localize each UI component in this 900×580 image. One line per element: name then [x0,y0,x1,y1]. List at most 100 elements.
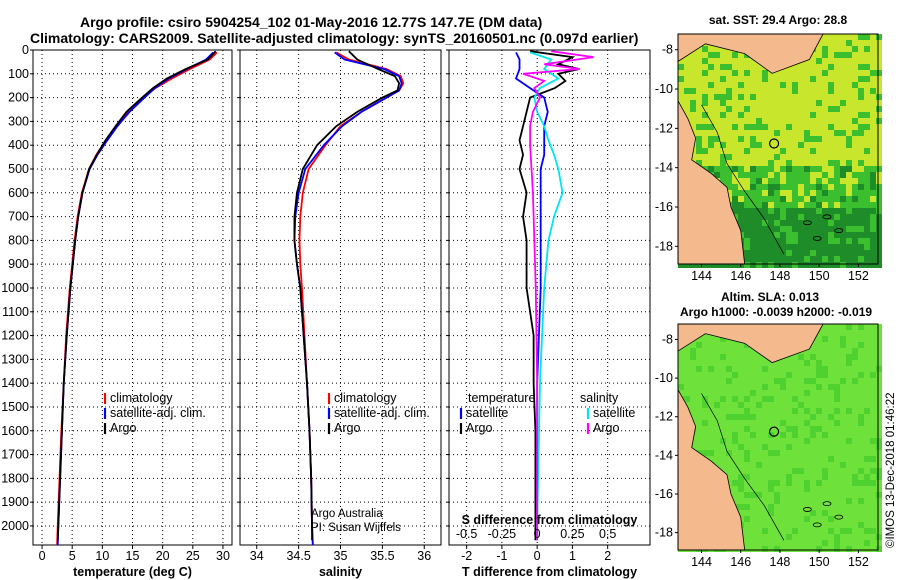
map-data-cell [846,250,852,256]
map-data-cell [816,414,822,420]
map-data-cell [876,52,882,58]
map-data-cell [822,214,828,220]
map-data-cell [852,232,858,238]
map-data-cell [774,148,780,154]
map-data-cell [798,202,804,208]
map-data-cell [846,468,852,474]
map-data-cell [816,40,822,46]
map-data-cell [696,106,702,112]
map-data-cell [696,420,702,426]
map-data-cell [804,432,810,438]
map-data-cell [846,420,852,426]
map-data-cell [792,474,798,480]
map-data-cell [822,112,828,118]
map-data-cell [786,94,792,100]
map-data-cell [822,124,828,130]
map-data-cell [816,462,822,468]
map-data-cell [846,220,852,226]
map-data-cell [840,348,846,354]
map-data-cell [732,160,738,166]
lat-tick-label: -8 [662,332,673,346]
map-data-cell [846,238,852,244]
map-data-cell [870,492,876,498]
map-data-cell [768,244,774,250]
map-data-cell [810,196,816,202]
map-data-cell [714,76,720,82]
map-data-cell [702,426,708,432]
map-data-cell [768,450,774,456]
map-data-cell [840,220,846,226]
map-data-cell [852,34,858,40]
map-data-cell [876,420,882,426]
map-data-cell [870,528,876,534]
map-data-cell [816,504,822,510]
map-data-cell [774,76,780,82]
map-data-cell [774,540,780,546]
map-data-cell [810,546,816,552]
map-data-cell [846,348,852,354]
map-data-cell [840,130,846,136]
map-data-cell [816,220,822,226]
map-data-cell [750,372,756,378]
map-data-cell [828,196,834,202]
map-data-cell [762,492,768,498]
map-data-cell [870,408,876,414]
map-data-cell [816,190,822,196]
map-data-cell [732,450,738,456]
map-data-cell [828,190,834,196]
map-data-cell [816,94,822,100]
map-data-cell [732,408,738,414]
map-data-cell [870,432,876,438]
map-data-cell [774,468,780,474]
map-data-cell [822,142,828,148]
map-data-cell [846,366,852,372]
map-data-cell [822,468,828,474]
map-data-cell [822,534,828,540]
map-data-cell [816,372,822,378]
map-data-cell [714,366,720,372]
map-data-cell [720,456,726,462]
map-data-cell [714,342,720,348]
map-data-cell [816,456,822,462]
map-data-cell [834,130,840,136]
series-line-argo [56,50,217,541]
map-data-cell [732,208,738,214]
map-data-cell [744,64,750,70]
lat-tick-label: -14 [655,161,673,175]
map-data-cell [876,438,882,444]
map-data-cell [756,112,762,118]
map-data-cell [834,474,840,480]
x-tick-label: 0 [534,549,541,563]
map-data-cell [834,136,840,142]
map-data-cell [852,40,858,46]
plot-frame [239,49,442,546]
map-data-cell [822,402,828,408]
map-data-cell [750,124,756,130]
map-data-cell [858,214,864,220]
map-data-cell [834,178,840,184]
map-data-cell [750,64,756,70]
map-data-cell [876,244,882,250]
map-data-cell [756,480,762,486]
map-data-cell [858,342,864,348]
map-data-cell [696,52,702,58]
map-data-cell [690,154,696,160]
map-data-cell [756,492,762,498]
map-data-cell [852,46,858,52]
map-data-cell [816,330,822,336]
map-data-cell [876,34,882,40]
map-data-cell [690,82,696,88]
map-data-cell [696,444,702,450]
map-data-cell [798,154,804,160]
map-data-cell [738,396,744,402]
map-data-cell [750,76,756,82]
map-data-cell [840,238,846,244]
map-data-cell [828,172,834,178]
map-data-cell [870,238,876,244]
map-data-cell [810,372,816,378]
map-data-cell [780,432,786,438]
map-data-cell [876,474,882,480]
map-data-cell [798,414,804,420]
map-data-cell [864,106,870,112]
